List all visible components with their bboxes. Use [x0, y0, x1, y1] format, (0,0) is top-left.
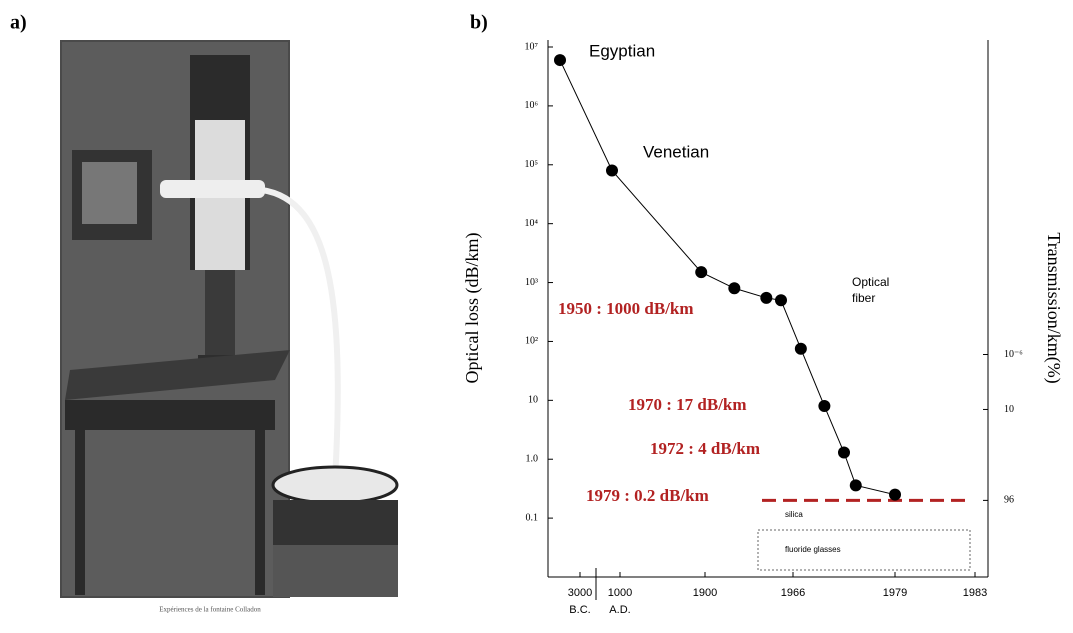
- engraving: [60, 40, 399, 598]
- data-point: [889, 488, 901, 501]
- fluoride-box: [757, 529, 971, 571]
- highlight-annotation: 1972 : 4 dB/km: [650, 439, 760, 458]
- engraving-caption: Expériences de la fontaine Colladon: [159, 606, 261, 614]
- y-tick-label: 1.0: [526, 454, 539, 465]
- x-tick-label: 3000: [568, 587, 592, 599]
- y-tick-label: 10²: [525, 336, 538, 347]
- x-tick-label: 1979: [883, 587, 907, 599]
- annotation: Venetian: [643, 142, 709, 161]
- data-point: [606, 164, 618, 177]
- y-tick-label: 10: [528, 395, 538, 406]
- annotation: silica: [785, 510, 803, 519]
- data-point: [838, 446, 850, 459]
- annotation: fiber: [852, 291, 875, 305]
- y-tick-label: 10⁴: [525, 218, 539, 229]
- y-tick-label: 0.1: [526, 512, 539, 523]
- x-tick-label: 1966: [781, 587, 805, 599]
- data-point: [775, 294, 787, 307]
- panel-label: a): [10, 12, 27, 34]
- y2-tick-label: 96: [1004, 495, 1014, 506]
- y-tick-label: 10⁶: [525, 100, 539, 111]
- panel-label: b): [470, 12, 488, 34]
- y-tick-label: 10⁷: [525, 41, 539, 52]
- data-point: [554, 54, 566, 67]
- annotation: Egyptian: [589, 41, 655, 60]
- y-tick-label: 10⁵: [525, 159, 539, 170]
- highlight-annotation: 1979 : 0.2 dB/km: [586, 486, 709, 505]
- data-point: [794, 342, 807, 355]
- annotation: Optical: [852, 275, 889, 289]
- highlight-annotation: 1970 : 17 dB/km: [628, 395, 747, 414]
- x-era-label: B.C.: [569, 604, 590, 616]
- x-era-label: A.D.: [609, 604, 630, 616]
- data-point: [760, 291, 773, 304]
- y-tick-label: 10³: [525, 277, 538, 288]
- x-tick-label: 1000: [608, 587, 632, 599]
- y2-axis-label: Transmission/km(%): [1043, 232, 1064, 383]
- series-line: [559, 59, 896, 496]
- y2-tick-label: 10: [1004, 404, 1014, 415]
- y2-tick-label: 10⁻⁶: [1004, 349, 1023, 360]
- data-point: [818, 400, 831, 413]
- highlight-annotation: 1950 : 1000 dB/km: [558, 299, 694, 318]
- x-tick-label: 1983: [963, 587, 987, 599]
- annotation: fluoride glasses: [785, 545, 841, 554]
- y-axis-label: Optical loss (dB/km): [462, 233, 483, 384]
- data-point: [849, 479, 862, 492]
- x-tick-label: 1900: [693, 587, 717, 599]
- data-point: [695, 266, 708, 279]
- data-point: [728, 282, 741, 295]
